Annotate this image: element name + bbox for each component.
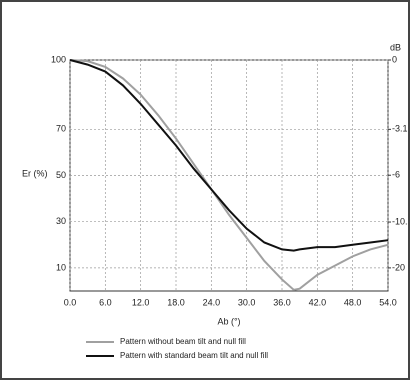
y2-tick-label: -20 bbox=[392, 262, 405, 272]
y-tick-label: 10 bbox=[56, 262, 66, 272]
x-tick-label: 48.0 bbox=[344, 297, 362, 307]
y2-axis-label: dB bbox=[390, 42, 401, 52]
y-axis-label: Er (%) bbox=[22, 168, 48, 178]
y2-tick-label: -3.1 bbox=[392, 124, 408, 134]
legend-label: Pattern without beam tilt and null fill bbox=[120, 337, 246, 346]
y-tick-label: 100 bbox=[51, 54, 66, 64]
x-tick-label: 6.0 bbox=[99, 297, 112, 307]
x-tick-label: 18.0 bbox=[167, 297, 185, 307]
x-tick-label: 12.0 bbox=[132, 297, 150, 307]
y-tick-label: 30 bbox=[56, 216, 66, 226]
y2-tick-label: 0 bbox=[392, 54, 397, 64]
x-tick-label: 36.0 bbox=[273, 297, 291, 307]
plot-area bbox=[69, 59, 389, 292]
x-axis-label: Ab (°) bbox=[217, 316, 240, 326]
y-tick-label: 70 bbox=[56, 124, 66, 134]
x-tick-label: 30.0 bbox=[238, 297, 256, 307]
y2-tick-label: -10.5 bbox=[392, 216, 408, 226]
x-tick-label: 42.0 bbox=[309, 297, 327, 307]
x-tick-label: 54.0 bbox=[379, 297, 397, 307]
x-tick-label: 24.0 bbox=[203, 297, 221, 307]
chart: Er (%) dB Ab (°) 0.0 6.0 12.0 18.0 24.0 30.0 3… bbox=[22, 42, 408, 360]
x-tick-label: 0.0 bbox=[64, 297, 77, 307]
series-line bbox=[69, 59, 389, 291]
y2-tick-label: -6 bbox=[392, 170, 400, 180]
y-tick-label: 50 bbox=[56, 170, 66, 180]
legend-label: Pattern with standard beam tilt and null… bbox=[120, 351, 268, 360]
series-line bbox=[69, 59, 389, 252]
